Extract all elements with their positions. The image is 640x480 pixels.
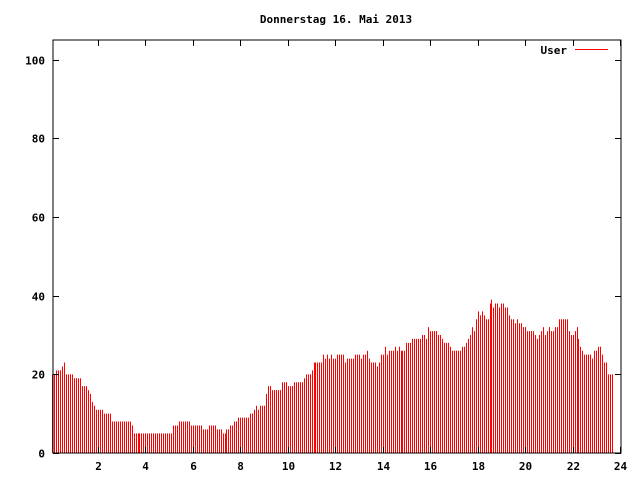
x-tick-label: 10 <box>282 460 295 473</box>
x-tick-label: 16 <box>424 460 438 473</box>
x-tick-label: 8 <box>237 460 244 473</box>
chart-title: Donnerstag 16. Mai 2013 <box>260 13 412 26</box>
x-tick-label: 18 <box>472 460 485 473</box>
y-tick-label: 40 <box>32 291 45 304</box>
y-tick-label: 80 <box>32 133 45 146</box>
x-tick-label: 12 <box>329 460 342 473</box>
y-tick-label: 60 <box>32 212 45 225</box>
x-tick-label: 24 <box>614 460 628 473</box>
y-tick-label: 20 <box>32 369 45 382</box>
bars-group <box>52 299 613 453</box>
x-tick-label: 14 <box>377 460 391 473</box>
y-tick-label: 100 <box>25 55 45 68</box>
y-tick-label: 0 <box>38 448 45 461</box>
legend: User <box>541 44 608 57</box>
x-tick-label: 2 <box>95 460 102 473</box>
x-tick-label: 20 <box>519 460 532 473</box>
plot-border <box>52 39 622 454</box>
x-tick-label: 4 <box>142 460 149 473</box>
legend-label-user: User <box>541 44 568 57</box>
x-tick-label: 6 <box>190 460 197 473</box>
x-tick-label: 22 <box>567 460 580 473</box>
